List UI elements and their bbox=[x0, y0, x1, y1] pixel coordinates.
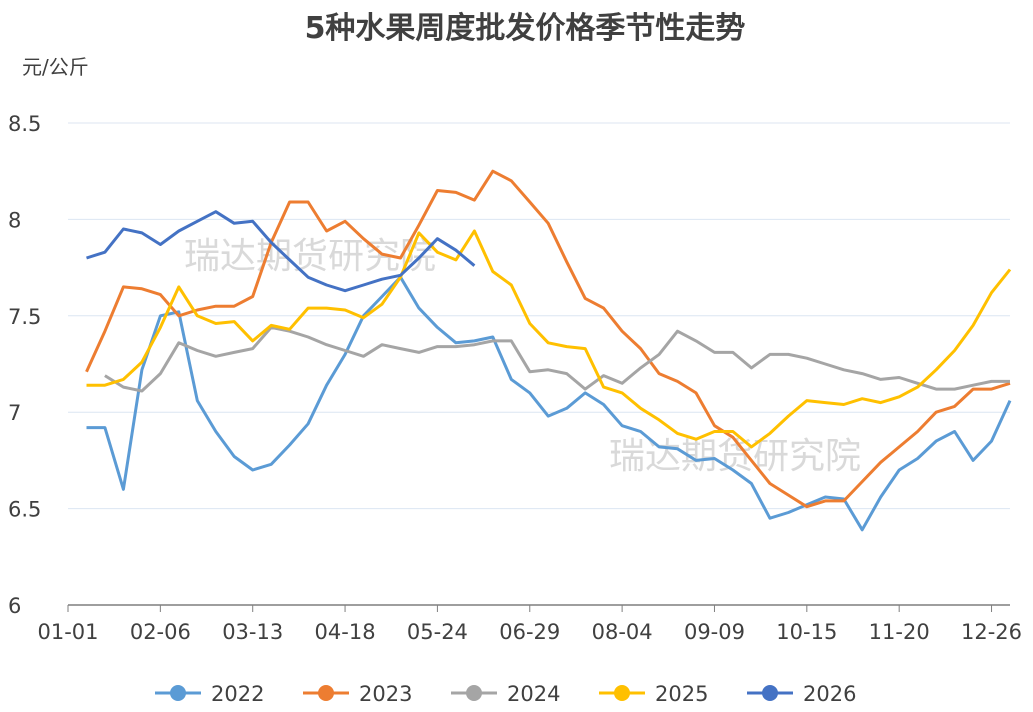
x-tick-label: 02-06 bbox=[130, 620, 191, 644]
legend-label: 2024 bbox=[507, 682, 560, 706]
y-tick-label: 6 bbox=[8, 594, 21, 618]
legend-label: 2026 bbox=[803, 682, 856, 706]
legend-marker bbox=[318, 685, 334, 701]
series-line bbox=[85, 169, 1011, 509]
x-tick-label: 09-09 bbox=[684, 620, 745, 644]
x-tick-label: 08-04 bbox=[592, 620, 653, 644]
x-tick-label: 01-01 bbox=[37, 620, 98, 644]
x-tick-label: 11-20 bbox=[869, 620, 930, 644]
y-tick-label: 6.5 bbox=[8, 498, 41, 522]
y-tick-label: 7.5 bbox=[8, 305, 41, 329]
x-tick-label: 06-29 bbox=[499, 620, 560, 644]
x-tick-label: 04-18 bbox=[315, 620, 376, 644]
legend-label: 2023 bbox=[359, 682, 412, 706]
legend-marker bbox=[614, 685, 630, 701]
x-tick-label: 03-13 bbox=[222, 620, 283, 644]
series-line bbox=[86, 229, 1012, 449]
x-tick-label: 10-15 bbox=[776, 620, 837, 644]
legend-marker bbox=[762, 685, 778, 701]
x-tick-label: 05-24 bbox=[407, 620, 468, 644]
y-tick-label: 8.5 bbox=[8, 112, 41, 136]
series-line bbox=[104, 325, 1010, 393]
chart-title: 5种水果周度批发价格季节性走势 bbox=[305, 11, 746, 46]
y-tick-label: 8 bbox=[8, 208, 21, 232]
y-axis-label: 元/公斤 bbox=[22, 55, 89, 79]
series-line bbox=[86, 210, 476, 293]
x-tick-label: 12-26 bbox=[961, 620, 1022, 644]
y-tick-label: 7 bbox=[8, 401, 21, 425]
legend-marker bbox=[170, 685, 186, 701]
legend-marker bbox=[466, 685, 482, 701]
legend-label: 2022 bbox=[211, 682, 264, 706]
legend-label: 2025 bbox=[655, 682, 708, 706]
series-line bbox=[86, 275, 1012, 532]
